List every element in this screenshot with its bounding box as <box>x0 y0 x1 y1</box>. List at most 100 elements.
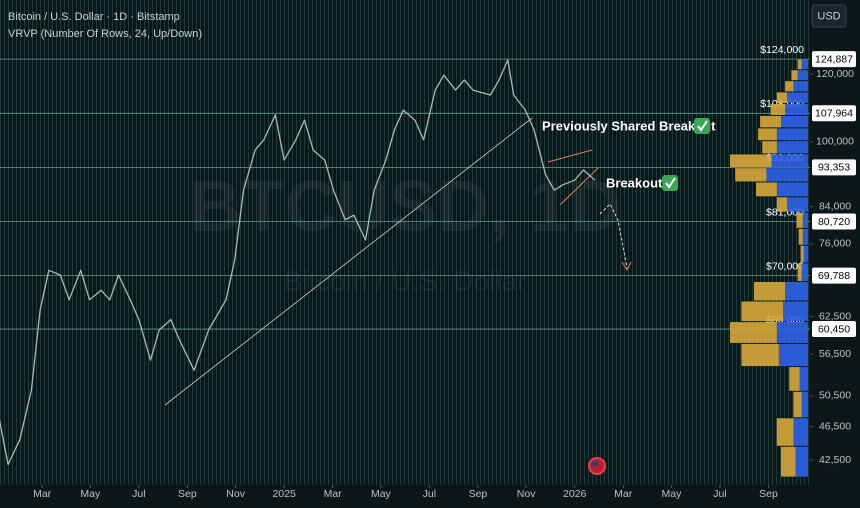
profile-down <box>762 141 777 154</box>
x-tick-label: Jul <box>132 488 145 500</box>
level-badge-label: 80,720 <box>818 216 850 228</box>
projection-arrow <box>599 203 628 269</box>
profile-down <box>793 391 802 418</box>
profile-down <box>789 367 800 391</box>
x-tick-label: Jul <box>423 488 436 500</box>
profile-up <box>793 418 808 446</box>
profile-down <box>770 104 786 115</box>
profile-down <box>735 168 767 182</box>
wedge-line <box>559 167 599 206</box>
profile-up <box>766 168 808 182</box>
watermark: BTCUSD, 1D Bitcoin / U.S. Dollar <box>189 167 621 296</box>
annotation: Previously Shared Breakout <box>542 118 716 133</box>
profile-down <box>800 245 804 263</box>
level-badge-label: 93,353 <box>818 162 850 174</box>
profile-up <box>799 367 808 391</box>
profile-up <box>795 446 808 477</box>
profile-down <box>780 446 796 477</box>
x-tick-label: May <box>371 488 392 500</box>
x-tick-label: May <box>80 488 101 500</box>
profile-down <box>776 418 794 446</box>
check-icon <box>662 175 678 191</box>
price-line <box>0 59 596 466</box>
level-badge <box>812 159 856 176</box>
profile-up <box>802 228 808 245</box>
axes: 42,500 46,500 50,500 56,500 62,500 76,000 84,0… <box>33 51 856 500</box>
profile-down <box>760 115 781 128</box>
level-badge-label: 107,964 <box>815 108 853 120</box>
profile-down <box>730 154 772 168</box>
annotation: Breakout <box>606 175 663 190</box>
currency-button[interactable] <box>811 4 847 28</box>
profile-up <box>778 343 808 367</box>
profile-down <box>741 343 779 367</box>
profile-up <box>803 245 808 263</box>
level-badge <box>812 321 856 338</box>
arrow-head <box>621 261 632 272</box>
volume-profile <box>730 59 808 477</box>
profile-down <box>796 212 803 228</box>
profile-down <box>776 197 788 212</box>
flag-icon <box>588 457 606 475</box>
profile-down <box>798 228 803 245</box>
level-badge-label: 124,887 <box>815 53 853 65</box>
wedge-line <box>547 149 593 163</box>
x-tick-label: Mar <box>614 488 633 500</box>
profile-down <box>797 59 802 70</box>
level-note: $70,000 <box>766 260 804 272</box>
profile-up <box>802 212 808 228</box>
profile-up <box>787 197 808 212</box>
y-tick-label: 76,000 <box>819 238 851 250</box>
x-tick-label: Sep <box>469 488 488 500</box>
trend-line <box>164 117 533 406</box>
x-tick-label: 2026 <box>563 488 587 500</box>
level-badge <box>812 213 856 230</box>
level-badge <box>812 51 856 68</box>
y-tick-label: 46,500 <box>819 420 851 432</box>
profile-up <box>776 322 808 343</box>
level-badge <box>812 267 856 284</box>
y-tick-label: 120,000 <box>816 68 854 80</box>
profile-up <box>801 59 808 70</box>
profile-down <box>756 182 777 197</box>
watermark-name: Bitcoin / U.S. Dollar <box>284 265 527 296</box>
profile-up <box>780 115 808 128</box>
x-tick-label: Mar <box>33 488 52 500</box>
profile-down <box>791 70 798 81</box>
y-tick-label: 50,500 <box>819 390 851 402</box>
profile-up <box>776 182 808 197</box>
profile-down <box>741 301 784 322</box>
y-tick-label: 84,000 <box>819 200 851 212</box>
y-tick-label: 100,000 <box>816 136 854 148</box>
profile-down <box>730 322 777 343</box>
level-badge-label: 69,788 <box>818 270 850 282</box>
watermark-symbol: BTCUSD, 1D <box>189 167 621 247</box>
profile-up <box>793 81 808 92</box>
currency-label: USD <box>817 10 840 22</box>
profile-down <box>785 81 794 92</box>
x-tick-label: Jul <box>713 488 726 500</box>
profile-up <box>783 301 808 322</box>
profile-up <box>801 263 808 281</box>
profile-up <box>801 391 808 418</box>
price-axis-background <box>810 0 860 508</box>
x-tick-label: Sep <box>759 488 778 500</box>
y-tick-label: 62,500 <box>819 310 851 322</box>
x-tick-label: Nov <box>226 488 245 500</box>
profile-up <box>776 141 808 154</box>
check-icon <box>694 118 710 134</box>
profile-up <box>787 92 808 104</box>
price-series <box>0 59 596 466</box>
y-tick-label: 42,500 <box>819 454 851 466</box>
chart-title: Bitcoin / U.S. Dollar · 1D · Bitstamp <box>8 11 180 23</box>
x-tick-label: Sep <box>178 488 197 500</box>
level-badge-label: 60,450 <box>818 323 850 335</box>
profile-down <box>797 263 802 281</box>
plot-background <box>0 0 810 485</box>
profile-up <box>785 104 808 115</box>
x-tick-label: 2025 <box>272 488 296 500</box>
x-tick-label: May <box>661 488 682 500</box>
indicator-title: VRVP (Number Of Rows, 24, Up/Down) <box>8 28 202 40</box>
